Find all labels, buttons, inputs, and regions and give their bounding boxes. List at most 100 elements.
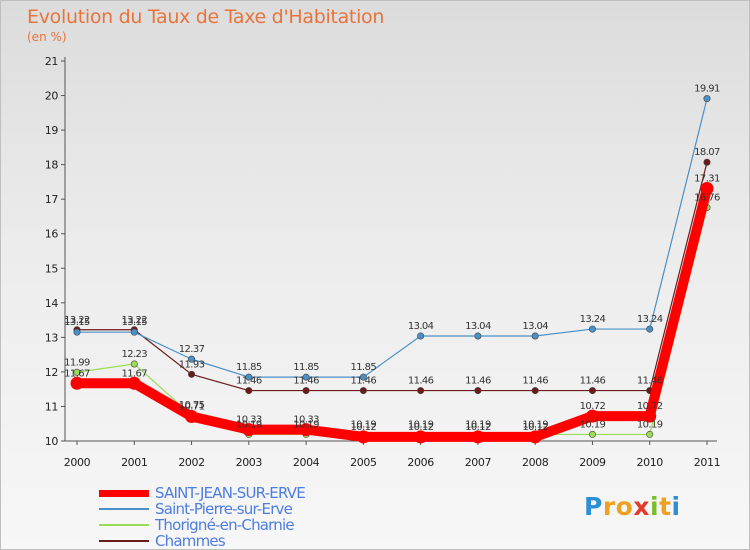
data-label: 10.12 — [351, 422, 377, 433]
data-label: 11.85 — [293, 362, 319, 373]
data-label: 13.04 — [408, 321, 434, 332]
proxiti-logo: Proxiti — [584, 492, 681, 521]
series-line-1 — [76, 98, 708, 378]
y-tick-label: 17 — [45, 193, 59, 206]
data-label: 11.93 — [179, 359, 205, 370]
x-tick-label: 2010 — [637, 456, 664, 469]
data-label: 10.19 — [522, 419, 548, 430]
data-point — [242, 423, 256, 437]
x-tick-label: 2000 — [64, 456, 91, 469]
data-label: 11.46 — [351, 376, 377, 387]
data-point — [188, 370, 196, 378]
x-tick-label: 2011 — [694, 456, 720, 469]
y-tick-label: 10 — [45, 435, 59, 448]
data-point — [528, 430, 542, 444]
data-label: 11.67 — [121, 368, 147, 379]
legend-swatch — [99, 540, 149, 542]
data-label: 10.19 — [408, 419, 434, 430]
logo-letter: i — [671, 492, 681, 521]
data-label: 10.72 — [580, 401, 606, 412]
legend-swatch — [99, 524, 149, 526]
data-point — [414, 430, 428, 444]
data-point — [531, 387, 539, 395]
data-label: 10.19 — [637, 419, 663, 430]
data-point — [356, 430, 370, 444]
data-label: 10.19 — [293, 419, 319, 430]
x-tick-label: 2002 — [178, 456, 204, 469]
y-tick-label: 20 — [45, 90, 59, 103]
data-point — [588, 325, 596, 333]
data-label: 11.67 — [64, 368, 90, 379]
data-label: 11.46 — [580, 376, 606, 387]
logo-letter: x — [633, 492, 650, 521]
x-tick-label: 2009 — [579, 456, 606, 469]
chart-subtitle: (en %) — [27, 30, 67, 44]
data-label: 17.31 — [694, 173, 720, 184]
data-label: 13.22 — [121, 315, 147, 326]
data-label: 11.46 — [236, 376, 262, 387]
data-point — [130, 360, 138, 368]
data-label: 11.46 — [522, 376, 548, 387]
legend-label: Saint-Pierre-sur-Erve — [155, 500, 293, 518]
data-label: 19.91 — [694, 84, 720, 95]
data-point — [643, 409, 657, 423]
legend-swatch — [99, 508, 149, 510]
data-label: 10.33 — [236, 415, 262, 426]
data-point — [474, 387, 482, 395]
data-point — [646, 325, 654, 333]
data-point — [245, 387, 253, 395]
x-tick-label: 2007 — [465, 456, 492, 469]
data-point — [703, 95, 711, 103]
data-label: 11.85 — [236, 362, 262, 373]
data-point — [127, 376, 141, 390]
logo-letter: t — [659, 492, 672, 521]
data-label: 10.12 — [408, 422, 434, 433]
legend-label: Chammes — [155, 532, 226, 550]
chart-title: Evolution du Taux de Taxe d'Habitation — [27, 6, 385, 28]
data-label: 13.04 — [465, 321, 491, 332]
x-tick-label: 2004 — [293, 456, 320, 469]
data-label: 16.76 — [694, 192, 720, 203]
data-point — [474, 332, 482, 340]
data-point — [471, 430, 485, 444]
legend-label: Thorigné-en-Charnie — [155, 516, 295, 534]
data-label: 10.19 — [236, 419, 262, 430]
x-tick-label: 2003 — [236, 456, 263, 469]
y-tick-label: 21 — [45, 55, 58, 68]
y-tick-label: 16 — [45, 228, 59, 241]
y-tick-label: 14 — [45, 297, 59, 310]
data-label: 13.15 — [64, 317, 90, 328]
logo-letter: i — [650, 492, 660, 521]
x-tick-label: 2008 — [522, 456, 549, 469]
data-point — [302, 387, 310, 395]
data-point — [299, 423, 313, 437]
series-line-3 — [76, 161, 708, 392]
data-point — [359, 373, 367, 381]
data-label: 13.24 — [580, 314, 606, 325]
y-tick-label: 19 — [45, 124, 59, 137]
legend-swatch — [99, 489, 149, 497]
data-label: 11.46 — [465, 376, 491, 387]
x-tick-label: 2005 — [350, 456, 377, 469]
data-point — [130, 328, 138, 336]
data-point — [531, 332, 539, 340]
y-tick-label: 11 — [45, 400, 58, 413]
y-tick-label: 15 — [45, 262, 59, 275]
data-labels-layer: 11.67 11.67 10.71 10.33 10.33 10.12 10.12 10.12… — [64, 84, 720, 433]
data-point — [185, 409, 199, 423]
data-point — [417, 387, 425, 395]
series-line-0 — [72, 183, 712, 442]
x-tick-label: 2006 — [407, 456, 434, 469]
y-tick-label: 18 — [45, 159, 59, 172]
data-label: 13.22 — [64, 315, 90, 326]
logo-letter: P — [584, 492, 603, 521]
data-label: 10.75 — [179, 400, 205, 411]
data-label: 11.46 — [408, 376, 434, 387]
data-label: 13.15 — [121, 317, 147, 328]
data-point — [359, 387, 367, 395]
data-label: 11.85 — [351, 362, 377, 373]
logo-letter: o — [615, 492, 634, 521]
data-label: 12.37 — [179, 344, 205, 355]
data-point — [646, 430, 654, 438]
data-label: 11.99 — [64, 357, 90, 368]
